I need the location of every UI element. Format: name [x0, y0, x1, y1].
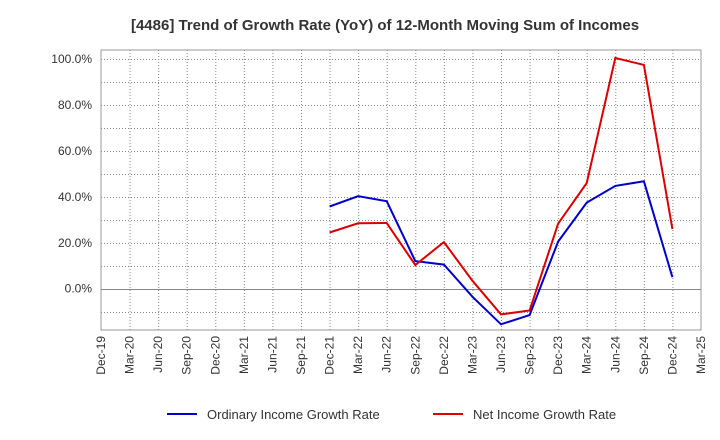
chart-title: [4486] Trend of Growth Rate (YoY) of 12-…	[131, 17, 639, 34]
legend-label-1: Ordinary Income Growth Rate	[207, 407, 380, 422]
plot-area	[100, 49, 702, 331]
x-tick-label: Jun-24	[608, 336, 622, 373]
x-tick-label: Sep-22	[408, 336, 422, 375]
x-tick-label: Mar-20	[123, 336, 137, 374]
y-tick-label: 40.0%	[58, 190, 92, 204]
x-tick-label: Mar-23	[465, 336, 479, 374]
series-line-1	[329, 180, 674, 326]
x-tick-label: Jun-23	[494, 336, 508, 373]
x-tick-label: Sep-24	[637, 336, 651, 375]
x-tick-label: Dec-20	[208, 336, 222, 375]
x-tick-label: Mar-21	[237, 336, 251, 374]
y-tick-label: 60.0%	[58, 144, 92, 158]
y-tick-label: 20.0%	[58, 236, 92, 250]
y-tick-label: 100.0%	[51, 52, 92, 66]
x-tick-label: Dec-24	[665, 336, 679, 375]
x-tick-label: Sep-21	[294, 336, 308, 375]
x-tick-label: Mar-22	[351, 336, 365, 374]
x-tick-label: Dec-19	[94, 336, 108, 375]
legend-label-2: Net Income Growth Rate	[473, 407, 616, 422]
legend: Ordinary Income Growth Rate Net Income Gr…	[167, 407, 616, 422]
x-tick-label: Sep-23	[523, 336, 537, 375]
axes: 0.0% 20.0% 40.0% 60.0% 80.0% 100.0% Dec-19 Mar-…	[51, 52, 708, 375]
x-tick-label: Mar-25	[694, 336, 708, 374]
series-lines	[329, 56, 674, 326]
y-tick-label: 80.0%	[58, 98, 92, 112]
series-line-2	[329, 56, 674, 316]
x-tick-label: Jun-20	[151, 336, 165, 373]
grid	[100, 49, 702, 331]
x-tick-label: Dec-21	[323, 336, 337, 375]
x-tick-label: Jun-21	[265, 336, 279, 373]
x-tick-label: Sep-20	[180, 336, 194, 375]
x-tick-label: Jun-22	[380, 336, 394, 373]
x-tick-label: Dec-23	[551, 336, 565, 375]
y-tick-label: 0.0%	[65, 282, 93, 296]
x-tick-label: Dec-22	[437, 336, 451, 375]
x-tick-label: Mar-24	[580, 336, 594, 374]
